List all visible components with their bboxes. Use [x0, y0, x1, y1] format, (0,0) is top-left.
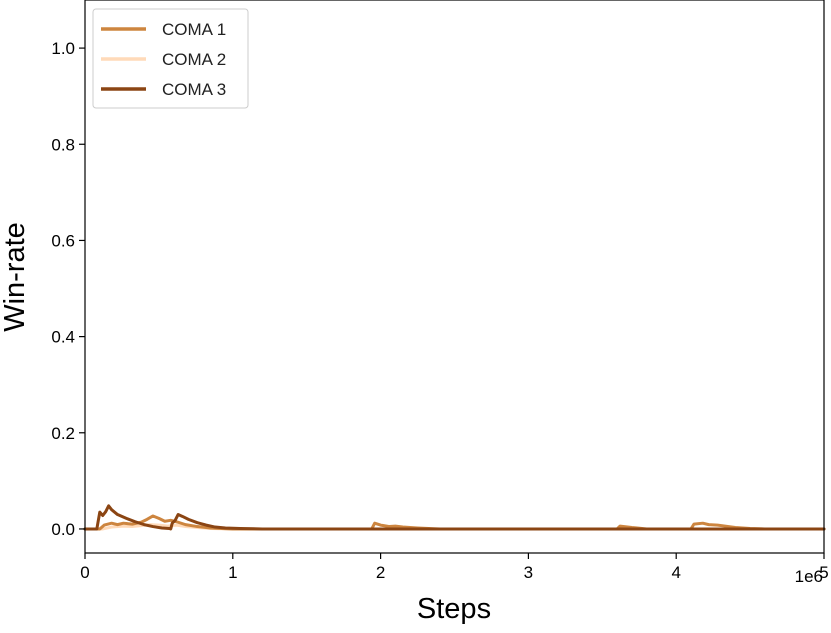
- x-tick-label: 4: [671, 563, 680, 582]
- legend-item: COMA 2: [101, 50, 226, 69]
- legend-label-coma-1: COMA 1: [162, 20, 226, 39]
- x-tick-label: 1: [228, 563, 237, 582]
- x-tick-label: 0: [80, 563, 89, 582]
- series-line-coma-3: [83, 504, 826, 531]
- plot-frame: [84, 0, 825, 554]
- legend-item: COMA 3: [101, 80, 226, 99]
- legend-label-coma-2: COMA 2: [162, 50, 226, 69]
- x-axis-label: Steps: [417, 593, 491, 625]
- y-axis-label: Win-rate: [0, 222, 31, 332]
- y-tick-label: 0.2: [51, 424, 75, 443]
- x-tick-label: 5: [819, 563, 828, 582]
- legend-box: [92, 8, 249, 109]
- y-tick-label: 0.8: [51, 135, 75, 154]
- x-tick-label: 2: [376, 563, 385, 582]
- y-tick-label: 0.0: [51, 520, 75, 539]
- y-tick-label: 1.0: [51, 39, 75, 58]
- legend-item: COMA 1: [101, 20, 226, 39]
- series-layer: [83, 504, 826, 531]
- legend: COMA 1 COMA 2 COMA 3: [92, 8, 249, 109]
- x-tick-label: 3: [524, 563, 533, 582]
- y-tick-label: 0.6: [51, 231, 75, 250]
- legend-label-coma-3: COMA 3: [162, 80, 226, 99]
- tick-layer: 0 1 2 3 4 5 0.0 0.2 0.4 0.6 0.8 1.0: [51, 39, 828, 582]
- x-offset-label: 1e6: [795, 567, 823, 586]
- y-tick-label: 0.4: [51, 328, 75, 347]
